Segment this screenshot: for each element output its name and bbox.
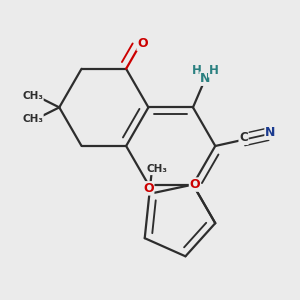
Text: N: N <box>265 126 275 139</box>
Text: CH₃: CH₃ <box>22 114 43 124</box>
Text: H: H <box>209 64 219 77</box>
Text: O: O <box>143 182 154 195</box>
Text: H: H <box>192 64 202 77</box>
Text: O: O <box>190 178 200 191</box>
Text: N: N <box>200 72 211 85</box>
Text: CH₃: CH₃ <box>146 164 167 175</box>
Text: CH₃: CH₃ <box>22 91 43 101</box>
Text: O: O <box>137 37 148 50</box>
Text: C: C <box>239 131 248 144</box>
